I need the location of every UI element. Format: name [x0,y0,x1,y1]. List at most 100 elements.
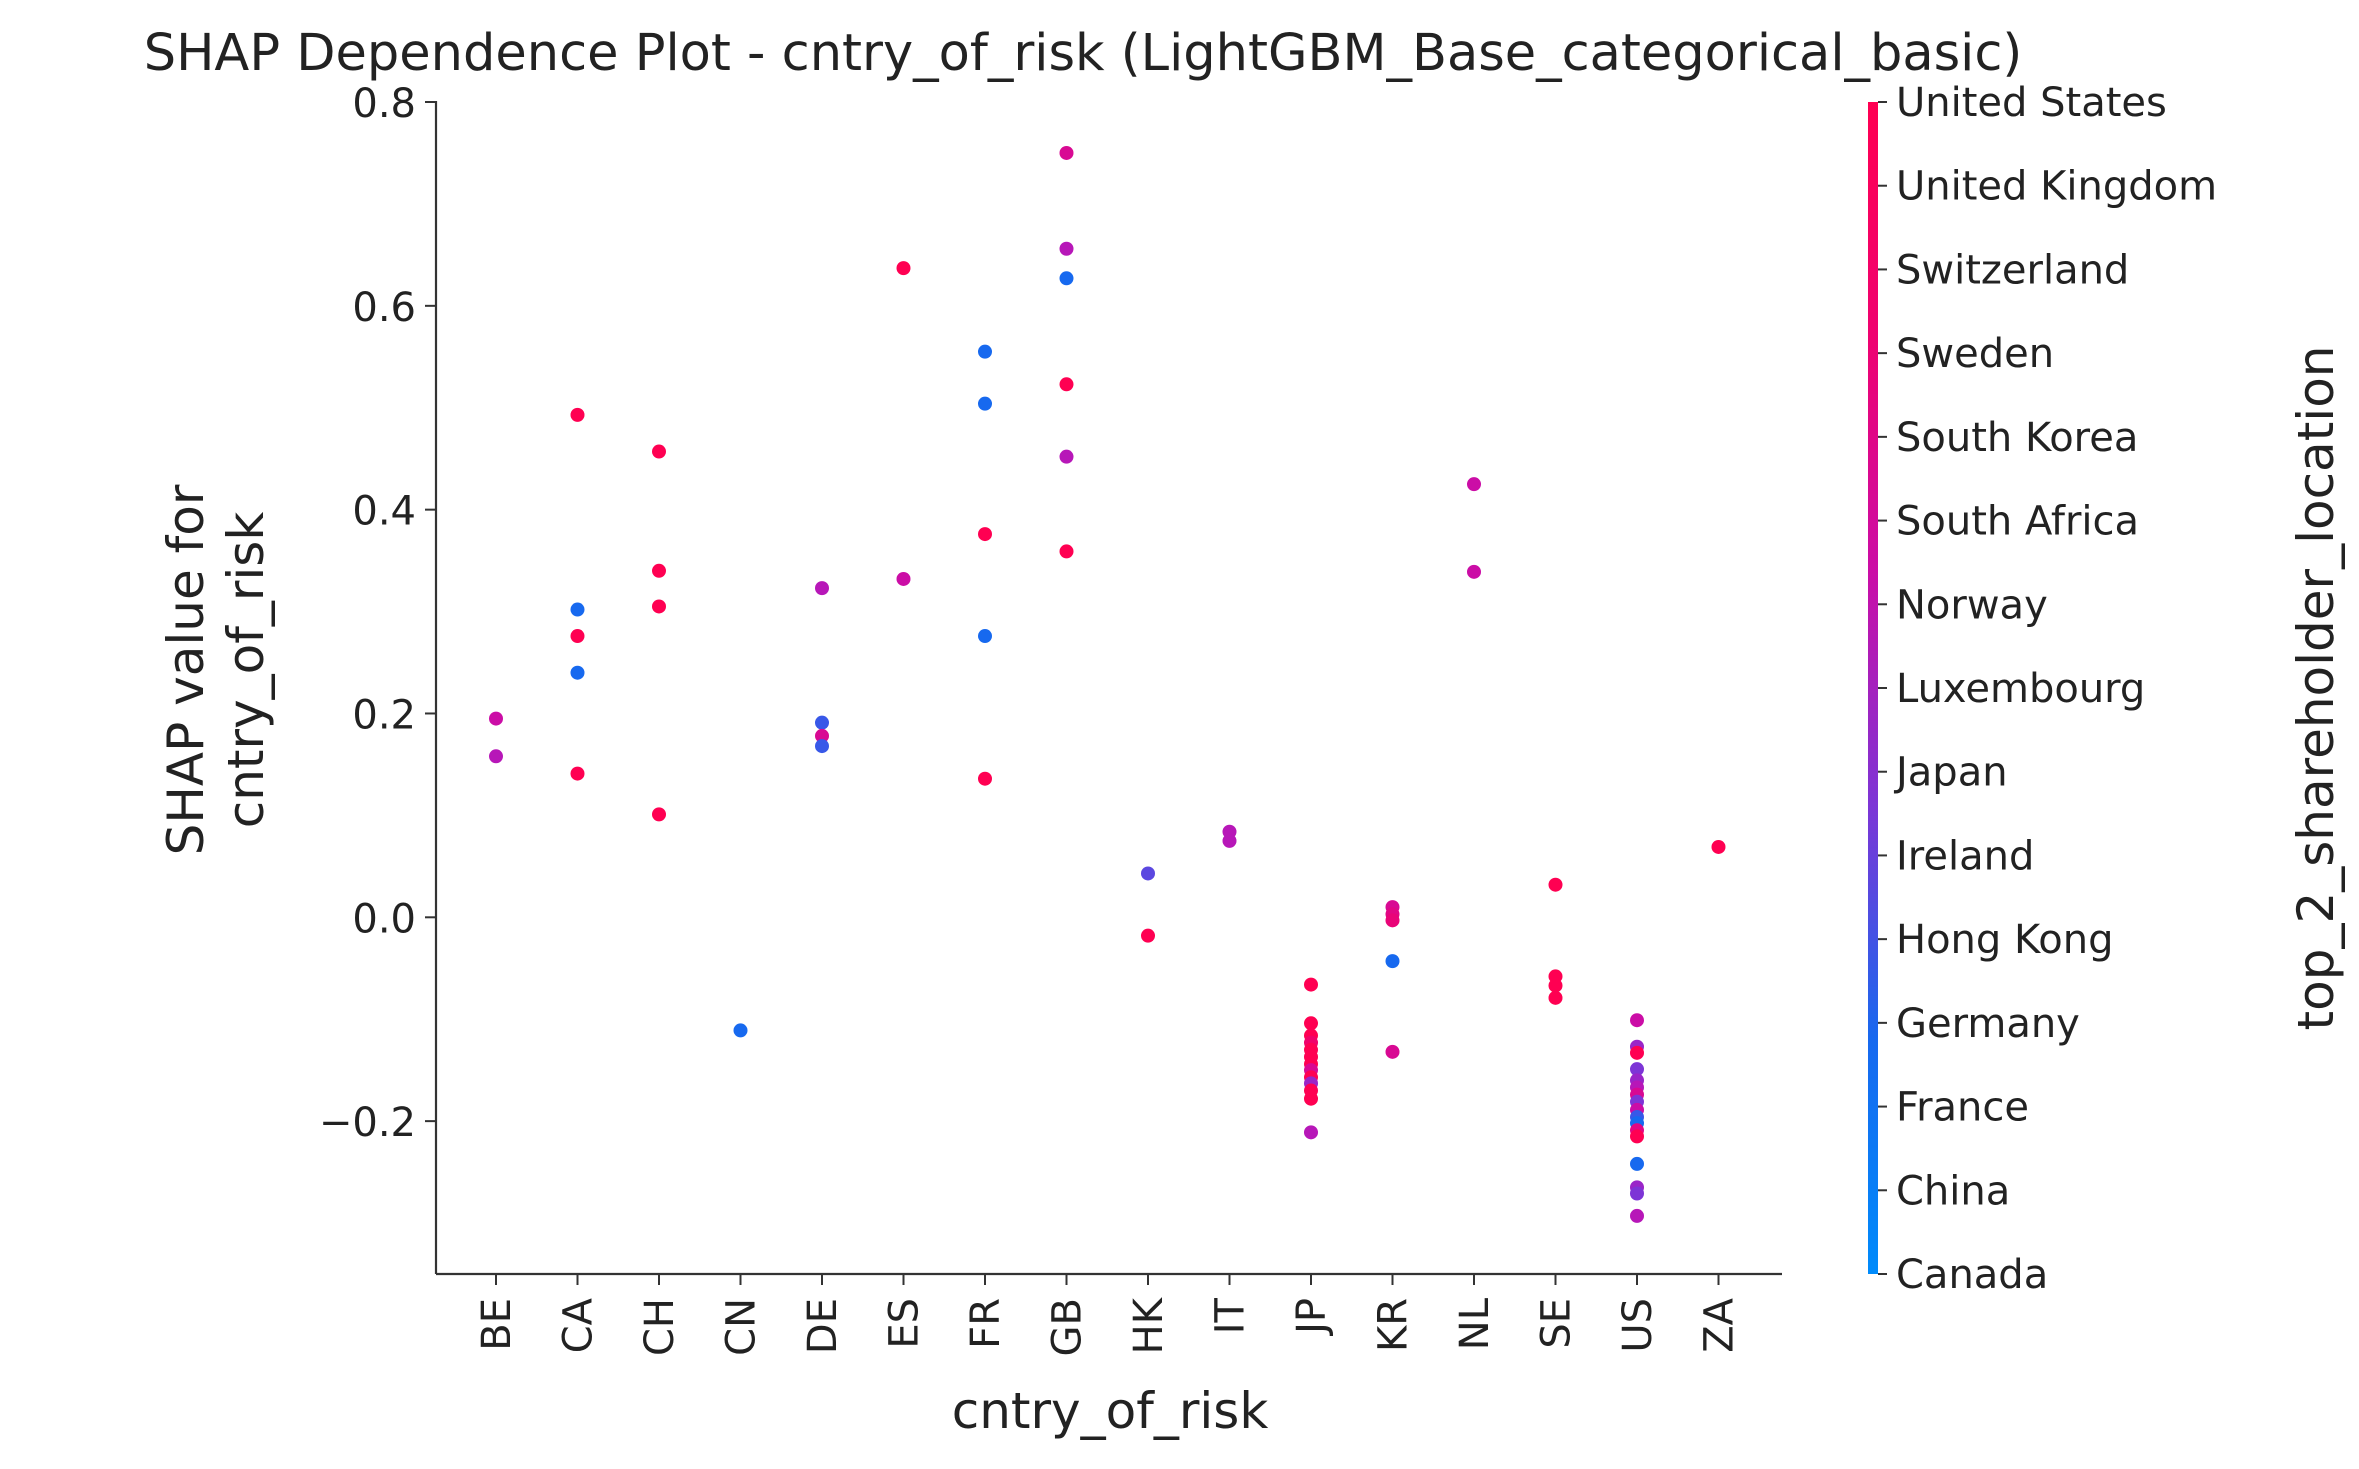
scatter-point [1059,544,1074,559]
scatter-point [1630,1186,1644,1201]
scatter-point [570,766,585,781]
colorbar-tick-label: France [1896,1085,2029,1131]
x-tick-label: DE [800,1298,846,1354]
scatter-point [1630,1062,1644,1077]
scatter-point [1385,954,1400,969]
scatter-point [1059,449,1074,464]
x-tick-label: FR [963,1298,1009,1349]
scatter-point [978,629,992,644]
scatter-point [652,563,666,578]
x-tick-label: BE [474,1298,520,1351]
colorbar-tick-label: South Korea [1896,415,2138,461]
y-tick-label: 0.8 [352,81,416,127]
y-tick-label: 0.6 [352,285,416,331]
colorbar-tick-label: Canada [1896,1252,2048,1298]
scatter-point [1467,477,1481,492]
scatter-point [1548,877,1563,892]
x-tick-label: CA [556,1297,602,1353]
scatter-point [978,771,992,786]
x-tick-label: CH [637,1298,683,1356]
scatter-point [815,581,829,596]
scatter-point [489,711,503,726]
scatter-point [1304,1091,1318,1106]
x-tick-label: ZA [1697,1297,1743,1352]
x-tick-label: CN [719,1298,765,1356]
scatter-point [1304,977,1318,992]
scatter-point [733,1023,748,1038]
scatter-point [1304,1125,1318,1140]
colorbar-tick-label: United Kingdom [1896,164,2217,210]
data-points [489,145,1726,1223]
scatter-point [1548,990,1563,1005]
scatter-point [652,807,666,822]
scatter-point [1141,928,1155,943]
colorbar-tick-label: Japan [1893,750,2008,796]
x-axis-ticks: BE CA CH CN DE ES FR GB HK IT JP KR NL SE US ZA [474,1274,1743,1356]
x-tick-label: SE [1534,1298,1580,1349]
scatter-point [1304,1016,1318,1031]
scatter-point [1059,271,1074,286]
x-tick-label: HK [1126,1296,1172,1354]
scatter-point [1059,145,1074,160]
scatter-point [978,344,992,359]
scatter-point [1222,833,1237,848]
scatter-point [1059,377,1074,392]
scatter-point [570,629,585,644]
colorbar-tick-label: China [1896,1168,2010,1214]
scatter-point [1141,866,1155,881]
scatter-point [1630,1156,1644,1171]
scatter-point [570,407,585,422]
colorbar-label: top_2_shareholder_location [2287,346,2345,1031]
scatter-point [652,599,666,614]
colorbar-ticks: United States United Kingdom Switzerland Sw… [1878,80,2217,1298]
scatter-point [1385,913,1400,928]
y-tick-label: 0.2 [352,692,416,738]
colorbar-tick-label: Hong Kong [1896,917,2113,963]
x-tick-label: NL [1452,1297,1498,1350]
y-axis-label-line-2: cntry_of_risk [217,512,275,829]
scatter-point [1711,839,1726,854]
colorbar [1868,102,1878,1274]
colorbar-tick-label: Sweden [1896,331,2054,377]
scatter-point [896,571,911,586]
scatter-point [1630,1045,1644,1060]
y-tick-label: 0.4 [352,489,416,535]
y-axis-label: SHAP value for cntry_of_risk [157,484,275,855]
colorbar-tick-label: United States [1896,80,2167,126]
scatter-point [978,396,992,411]
scatter-point [570,602,585,617]
scatter-point [1630,1129,1644,1144]
scatter-point [978,527,992,542]
colorbar-tick-label: South Africa [1896,499,2139,545]
scatter-point [1385,1044,1400,1059]
x-tick-label: KR [1371,1298,1417,1352]
x-tick-label: IT [1208,1297,1254,1334]
colorbar-tick-label: Germany [1896,1001,2080,1047]
scatter-point [1630,1208,1644,1223]
scatter-point [896,261,911,276]
colorbar-tick-label: Switzerland [1896,247,2129,293]
y-tick-label: −0.2 [319,1100,416,1146]
x-tick-label: US [1615,1298,1661,1353]
y-axis-label-line-1: SHAP value for [157,484,215,855]
plot-axes [434,101,1782,1276]
colorbar-tick-label: Ireland [1896,833,2034,879]
x-tick-label: ES [882,1298,928,1349]
scatter-point [815,715,829,730]
chart-title: SHAP Dependence Plot - cntry_of_risk (Li… [144,24,2023,83]
scatter-point [815,739,829,754]
y-tick-label: 0.0 [352,896,416,942]
scatter-point [1059,241,1074,256]
scatter-point [652,444,666,459]
x-tick-label: GB [1045,1298,1091,1356]
colorbar-tick-label: Luxembourg [1896,666,2145,712]
colorbar-tick-label: Norway [1896,582,2048,628]
scatter-point [1630,1013,1644,1028]
scatter-point [1548,978,1563,993]
scatter-point [570,665,585,680]
scatter-point [815,728,829,743]
scatter-point [489,749,503,764]
scatter-point [1467,564,1481,579]
y-axis-ticks: −0.2 0.0 0.2 0.4 0.6 0.8 [319,81,436,1146]
